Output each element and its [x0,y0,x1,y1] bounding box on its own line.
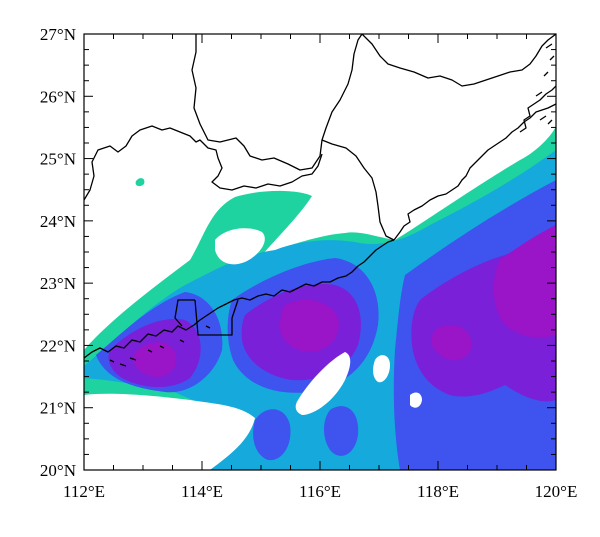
fujian-border [321,139,395,241]
offshore-islands [109,325,211,367]
jiangxi-fujian-border [361,34,556,87]
lon-tick-label: 118°E [417,482,459,501]
lat-tick-label: 23°N [40,274,76,293]
lat-tick-label: 25°N [40,150,76,169]
lat-tick-label: 24°N [40,212,76,231]
lon-tick-label: 116°E [299,482,341,501]
fujian-coastline [393,103,556,241]
taiwan-strait-islands [519,43,556,133]
lat-tick-label: 27°N [40,25,76,44]
contour-field [84,34,556,470]
lon-tick-label: 120°E [535,482,578,501]
guangdong-coastline [84,239,395,359]
lat-tick-label: 22°N [40,336,76,355]
lat-tick-label: 20°N [40,461,76,480]
lon-tick-label: 112°E [63,482,105,501]
lon-tick-label: 114°E [181,482,223,501]
hongkong-boundary [174,299,239,336]
guangdong-inland-border [191,34,363,171]
lat-tick-label: 21°N [40,399,76,418]
contour-level-5 [133,225,556,378]
lat-tick-label: 26°N [40,87,76,106]
coastline-boundaries [84,34,556,367]
axes: 112°E 114°E 116°E 118°E 120°E 20°N 21°N 22°N 23°… [40,25,577,501]
guangxi-guangdong-border [84,125,323,201]
contour-holes [84,228,422,470]
